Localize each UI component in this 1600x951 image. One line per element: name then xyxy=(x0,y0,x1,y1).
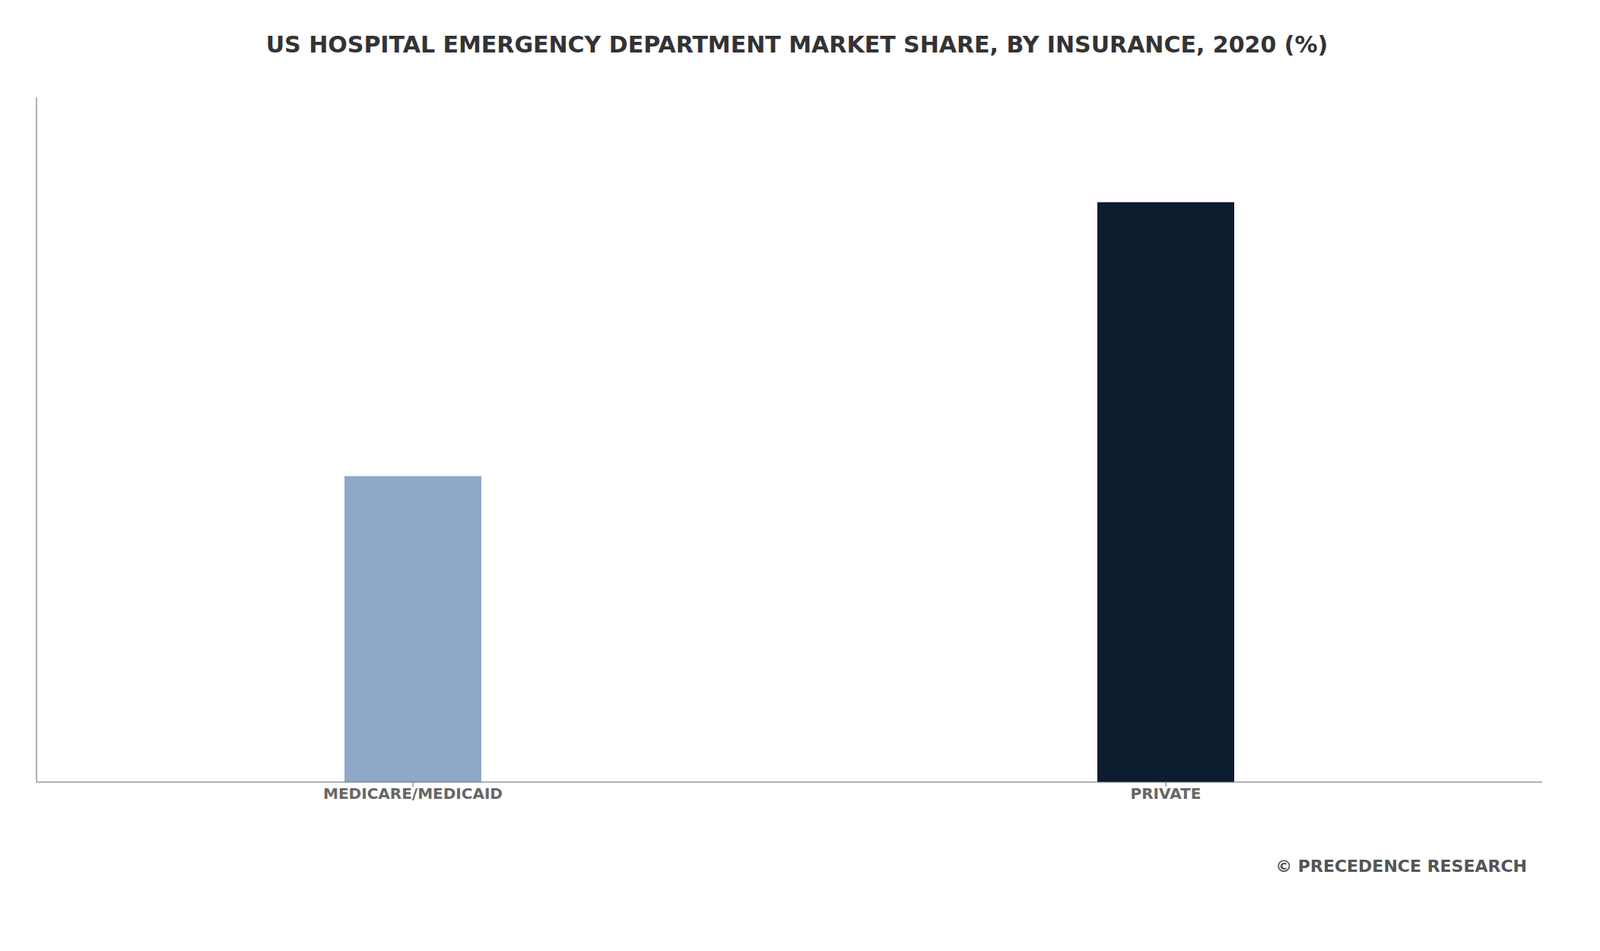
svg-text:PRIVATE: PRIVATE xyxy=(1130,784,1202,803)
svg-text:MEDICARE/MEDICAID: MEDICARE/MEDICAID xyxy=(323,784,503,803)
html-text:US HOSPITAL EMERGENCY DEPARTME: US HOSPITAL EMERGENCY DEPARTMENT MARKET … xyxy=(266,30,1328,58)
html-text:© PRECEDENCE RESEARCH: © PRECEDENCE RESEARCH xyxy=(1275,855,1527,875)
